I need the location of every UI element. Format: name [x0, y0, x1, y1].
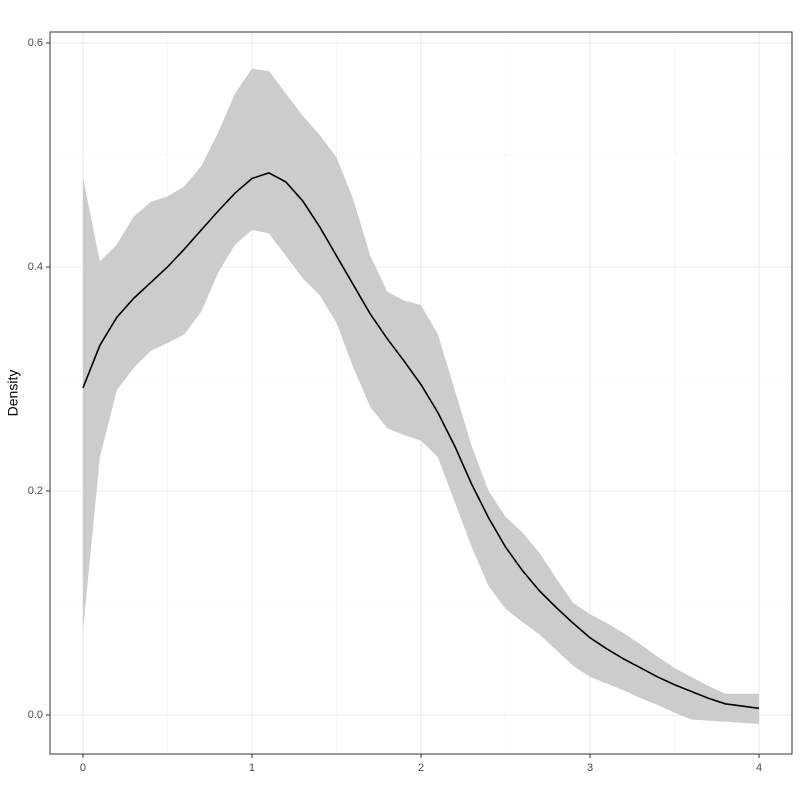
confidence-band [82, 68, 760, 724]
x-tick-label: 2 [418, 762, 424, 774]
panel-border [49, 31, 793, 755]
x-tick-label: 1 [249, 762, 255, 774]
y-tick-label: 0.0 [28, 709, 43, 721]
x-tick-label: 3 [587, 762, 593, 774]
density-line [82, 172, 760, 710]
y-axis-title: Density [5, 370, 21, 417]
y-tick-label: 0.2 [28, 485, 43, 497]
y-tick-label: 0.6 [28, 37, 43, 49]
x-tick-label: 4 [756, 762, 762, 774]
x-tick-label: 0 [80, 762, 86, 774]
y-tick-label: 0.4 [28, 261, 43, 273]
